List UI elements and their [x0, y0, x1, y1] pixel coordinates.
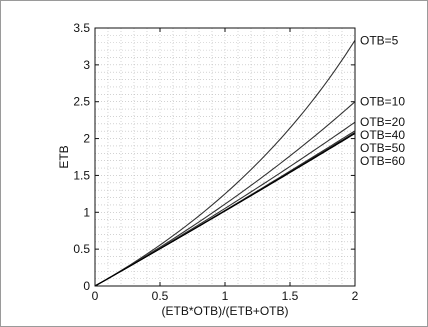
y-tick-label: 0: [83, 279, 90, 293]
y-tick-label: 2.5: [73, 95, 90, 109]
y-tick-label: 3.5: [73, 21, 90, 35]
series-line: [94, 39, 356, 287]
x-axis-label: (ETB*OTB)/(ETB+OTB): [161, 304, 288, 318]
series-label: OTB=5: [360, 33, 399, 47]
plot-area: [94, 27, 356, 287]
x-tick-label: 1: [222, 289, 229, 303]
grid-layer: [95, 28, 355, 286]
x-tick-label: 1.5: [282, 289, 299, 303]
series-label: OTB=20: [360, 115, 405, 129]
y-tick-label: 1.5: [73, 168, 90, 182]
y-tick-label: 3: [83, 58, 90, 72]
y-axis-label: ETB: [57, 145, 71, 168]
y-tick-label: 2: [83, 132, 90, 146]
series-label: OTB=50: [360, 141, 405, 155]
series-line: [94, 133, 356, 287]
x-tick-label: 0.5: [152, 289, 169, 303]
series-label: OTB=10: [360, 95, 405, 109]
series-label: OTB=60: [360, 154, 405, 168]
y-tick-label: 1: [83, 205, 90, 219]
series-label: OTB=40: [360, 128, 405, 142]
series-layer: [94, 39, 356, 287]
y-tick-label: 0.5: [73, 242, 90, 256]
x-tick-label: 2: [352, 289, 359, 303]
x-tick-label: 0: [92, 289, 99, 303]
